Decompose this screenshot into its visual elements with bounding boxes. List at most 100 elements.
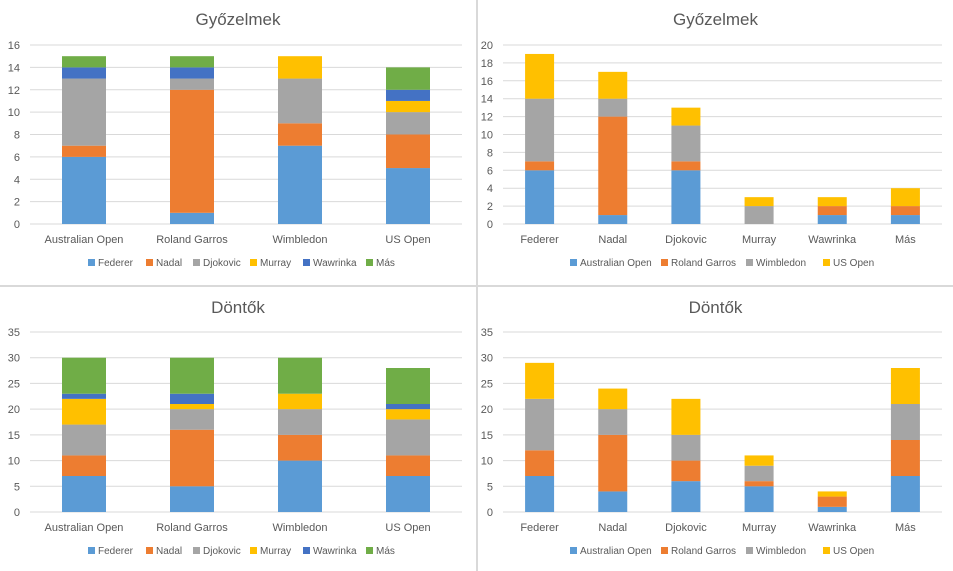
y-tick-label: 20 — [8, 404, 20, 416]
legend-swatch — [823, 259, 830, 266]
bar-segment — [386, 168, 430, 224]
bar-segment — [744, 486, 774, 512]
bar-segment — [170, 89, 214, 213]
y-tick-label: 8 — [14, 130, 20, 142]
legend-label: Australian Open — [580, 258, 652, 269]
legend-label: Wimbledon — [756, 258, 806, 269]
bar-segment — [671, 481, 701, 512]
y-tick-label: 25 — [8, 378, 20, 390]
y-tick-label: 30 — [8, 353, 20, 365]
y-tick-label: 35 — [481, 327, 493, 339]
legend-label: Nadal — [156, 258, 182, 269]
bar-segment — [386, 404, 430, 410]
chart-title: Győzelmek — [673, 10, 759, 29]
y-tick-label: 14 — [8, 62, 20, 74]
bar-segment — [62, 476, 106, 512]
legend-label: Wimbledon — [756, 546, 806, 557]
bar-segment — [525, 476, 555, 512]
bar-segment — [386, 419, 430, 456]
legend-swatch — [88, 259, 95, 266]
x-category-label: Federer — [520, 234, 559, 246]
y-tick-label: 10 — [481, 130, 493, 142]
legend-label: Djokovic — [203, 546, 241, 557]
bar-segment — [817, 197, 847, 207]
chart-wins-by-player: Győzelmek 0 2 4 6 8 10 12 14 16 18 20 Federer Nadal Dj… — [481, 10, 942, 269]
x-category-label: Wimbledon — [272, 234, 327, 246]
bar-segment — [598, 434, 628, 492]
chart-wins-by-tournament: Győzelmek 0 2 4 6 8 10 12 14 16 Australian Open Rol… — [8, 10, 462, 269]
bar-segment — [62, 357, 106, 394]
bar-segment — [170, 409, 214, 430]
x-category-label: Murray — [742, 234, 777, 246]
bar-segment — [386, 89, 430, 101]
bar-segment — [817, 215, 847, 224]
bar-segment — [386, 100, 430, 113]
bar-segment — [671, 398, 701, 435]
y-tick-label: 15 — [8, 430, 20, 442]
bar-segment — [62, 145, 106, 157]
horizontal-divider — [0, 285, 953, 287]
y-tick-label: 30 — [481, 353, 493, 365]
bar-segment — [62, 56, 106, 68]
bar-segment — [671, 460, 701, 482]
chart-panel-bottom-right: Döntők 0 5 10 15 20 25 30 35 Federer Nadal Djokovic… — [478, 287, 953, 571]
bar-segment — [890, 440, 920, 476]
legend-swatch — [366, 547, 373, 554]
y-tick-label: 18 — [481, 58, 493, 70]
bar-segment — [671, 434, 701, 461]
bar-segment — [386, 455, 430, 476]
y-tick-label: 5 — [487, 481, 493, 493]
chart-title: Győzelmek — [195, 10, 281, 29]
y-tick-label: 16 — [8, 40, 20, 52]
bar-segment — [890, 215, 920, 224]
legend-swatch — [250, 547, 257, 554]
bar-segment — [525, 398, 555, 451]
bar-segment — [744, 206, 774, 224]
bar-segment — [671, 161, 701, 171]
y-tick-label: 4 — [487, 183, 493, 195]
bar-segment — [170, 393, 214, 404]
y-tick-label: 4 — [14, 174, 20, 186]
y-tick-label: 0 — [14, 507, 20, 519]
x-category-label: Federer — [520, 522, 559, 534]
legend-label: Wawrinka — [313, 258, 357, 269]
bar-segment — [170, 429, 214, 487]
bar-segment — [744, 197, 774, 207]
legend-label: US Open — [833, 546, 874, 557]
bar-segment — [278, 393, 322, 410]
bar-segment — [278, 78, 322, 124]
chart-panel-bottom-left: Döntők 0 5 10 15 20 25 30 35 Australian Open Rolan… — [0, 287, 476, 571]
bar-segment — [170, 67, 214, 79]
bar-segment — [598, 491, 628, 512]
legend-swatch — [303, 547, 310, 554]
bar-segment — [598, 98, 628, 117]
x-category-label: Djokovic — [665, 234, 707, 246]
legend-label: Djokovic — [203, 258, 241, 269]
bar-segment — [278, 409, 322, 435]
legend-label: Roland Garros — [671, 546, 736, 557]
bar-segment — [525, 53, 555, 99]
bar-segment — [817, 206, 847, 216]
legend-swatch — [146, 259, 153, 266]
bar-segment — [890, 206, 920, 216]
legend-swatch — [303, 259, 310, 266]
chart-title: Döntők — [689, 298, 743, 317]
legend-label: Más — [376, 546, 395, 557]
bar-segment — [525, 170, 555, 224]
bar-segment — [671, 107, 701, 126]
bar-segment — [278, 145, 322, 224]
bar-segment — [278, 357, 322, 394]
y-tick-label: 15 — [481, 430, 493, 442]
y-tick-label: 16 — [481, 76, 493, 88]
bar-segment — [525, 450, 555, 476]
legend-swatch — [570, 547, 577, 554]
legend-swatch — [193, 547, 200, 554]
y-tick-label: 6 — [14, 152, 20, 164]
x-category-label: Wawrinka — [808, 522, 857, 534]
x-category-label: Australian Open — [45, 234, 124, 246]
chart-panel-top-left: Győzelmek 0 2 4 6 8 10 12 14 16 Australian Open Rol… — [0, 0, 476, 285]
bar-segment — [386, 368, 430, 404]
legend-swatch — [250, 259, 257, 266]
bar-segment — [386, 476, 430, 512]
bar-segment — [278, 434, 322, 461]
